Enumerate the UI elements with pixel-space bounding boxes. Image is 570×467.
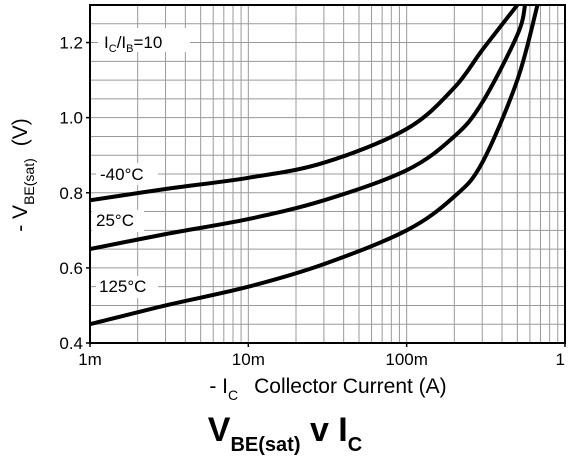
series-label-bg-125 [96, 276, 158, 298]
x-tick-label: 10m [232, 350, 265, 369]
x-tick-label: 1m [78, 350, 102, 369]
x-tick-label: 100m [385, 350, 428, 369]
y-tick-label: 0.6 [59, 259, 83, 278]
series-label-minus40: -40°C [100, 165, 144, 184]
series-label-bg-minus40 [96, 163, 158, 185]
annotation-label: IC/IB=10 [104, 33, 162, 55]
series-line-0 [90, 5, 520, 203]
series-label-bg-25 [92, 210, 144, 232]
x-axis-label: - IC Collector Current (A) [209, 375, 446, 403]
plot-frame [89, 4, 566, 344]
x-tick-label: 1 [556, 350, 565, 369]
y-tick-label: 0.8 [59, 184, 83, 203]
annotation-box [98, 28, 190, 52]
series-line-1 [90, 5, 528, 252]
series-line-2 [90, 5, 540, 327]
y-tick-label: 1.0 [59, 109, 83, 128]
series-lines [90, 5, 540, 327]
axis-ticks: 0.4 0.6 0.8 1.0 1.2 1m 10m 100m 1 [59, 34, 566, 369]
y-tick-label: 0.4 [59, 334, 83, 353]
series-label-25: 25°C [96, 211, 134, 230]
chart-title: VBE(sat) v IC [207, 411, 363, 456]
y-tick-label: 1.2 [59, 34, 83, 53]
y-axis-label: - VBE(sat)(V) [9, 118, 37, 232]
series-label-125: 125°C [99, 277, 146, 296]
